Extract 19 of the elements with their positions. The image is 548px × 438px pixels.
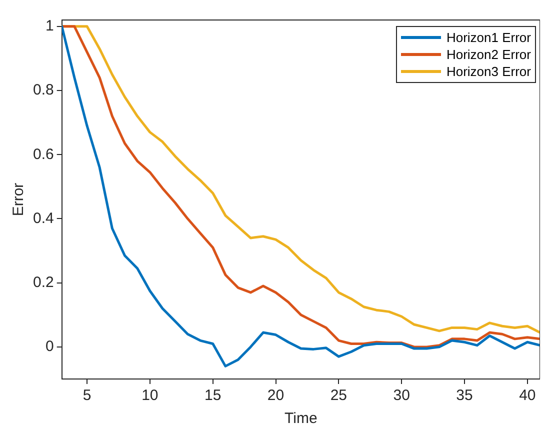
x-axis-title: Time [284, 410, 318, 428]
x-tick-label: 20 [267, 387, 284, 404]
y-axis-title: Error [10, 182, 28, 216]
x-tick-label: 5 [82, 387, 92, 404]
x-tick-label: 35 [456, 387, 473, 404]
x-tick-label: 15 [204, 387, 222, 404]
y-tick-label: 0 [46, 338, 54, 356]
y-tick-label: 0.2 [32, 274, 54, 291]
x-tick-label: 10 [142, 387, 158, 404]
legend-label: Horizon3 Error [446, 63, 531, 80]
x-tick-label: 40 [519, 387, 536, 404]
y-tick-label: 1 [46, 18, 54, 35]
x-tick-label: 25 [330, 387, 348, 404]
x-tick-label: 30 [393, 387, 410, 404]
legend-label: Horizon2 Error [446, 46, 531, 63]
y-tick-label: 0.4 [32, 210, 54, 227]
y-tick-label: 0.8 [32, 82, 54, 99]
legend-label: Horizon1 Error [446, 29, 531, 46]
y-tick-label: 0.6 [32, 146, 54, 163]
